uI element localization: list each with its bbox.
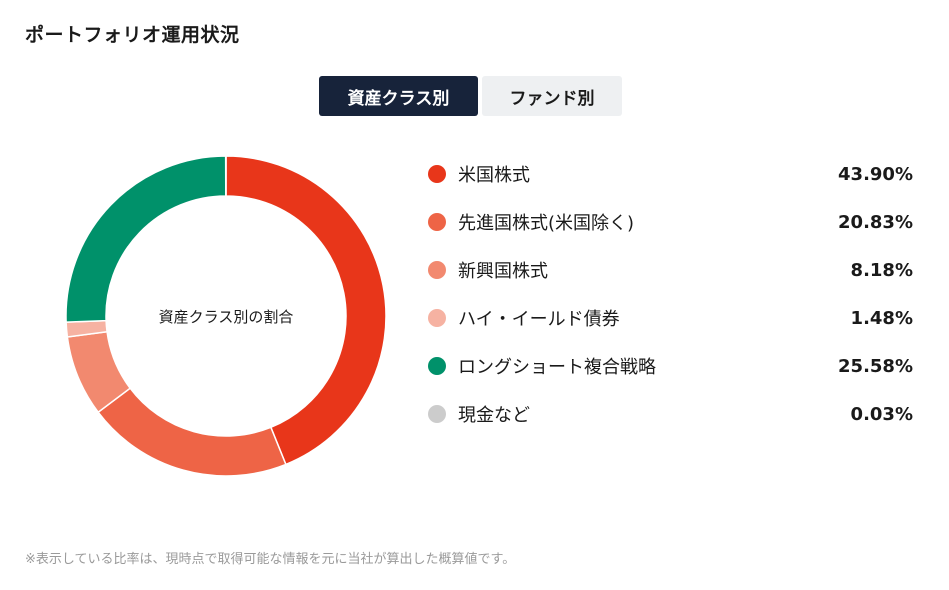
legend-value: 25.58% xyxy=(838,355,913,377)
legend-value: 20.83% xyxy=(838,211,913,233)
footnote: ※表示している比率は、現時点で取得可能な情報を元に当社が算出した概算値です。 xyxy=(25,552,516,567)
legend-dot-icon xyxy=(428,213,446,231)
legend: 米国株式 43.90% 先進国株式(米国除く) 20.83% 新興国株式 8.1… xyxy=(428,150,916,438)
donut-slice-1 xyxy=(225,156,386,466)
legend-dot-icon xyxy=(428,357,446,375)
tab-bar: 資産クラス別 ファンド別 xyxy=(319,76,622,116)
legend-label: ロングショート複合戦略 xyxy=(458,357,656,378)
legend-item: 現金など 0.03% xyxy=(428,390,916,438)
legend-item: 先進国株式(米国除く) 20.83% xyxy=(428,198,916,246)
legend-value: 0.03% xyxy=(850,403,913,425)
legend-value: 43.90% xyxy=(838,163,913,185)
legend-label: 新興国株式 xyxy=(458,261,548,282)
legend-dot-icon xyxy=(428,261,446,279)
page-title: ポートフォリオ運用状況 xyxy=(25,24,240,46)
tab-fund[interactable]: ファンド別 xyxy=(482,76,622,116)
legend-label: ハイ・イールド債券 xyxy=(458,309,620,330)
donut-chart: 資産クラス別の割合 xyxy=(66,156,386,476)
legend-dot-icon xyxy=(428,309,446,327)
legend-dot-icon xyxy=(428,165,446,183)
legend-item: ハイ・イールド債券 1.48% xyxy=(428,294,916,342)
legend-item: ロングショート複合戦略 25.58% xyxy=(428,342,916,390)
legend-value: 8.18% xyxy=(850,259,913,281)
legend-item: 新興国株式 8.18% xyxy=(428,246,916,294)
tab-asset-class[interactable]: 資産クラス別 xyxy=(319,76,478,116)
donut-svg xyxy=(66,156,386,476)
legend-item: 米国株式 43.90% xyxy=(428,150,916,198)
legend-value: 1.48% xyxy=(850,307,913,329)
legend-label: 米国株式 xyxy=(458,165,530,186)
legend-label: 現金など xyxy=(458,405,530,426)
legend-dot-icon xyxy=(428,405,446,423)
donut-center-label: 資産クラス別の割合 xyxy=(158,307,294,326)
legend-label: 先進国株式(米国除く) xyxy=(458,213,635,234)
